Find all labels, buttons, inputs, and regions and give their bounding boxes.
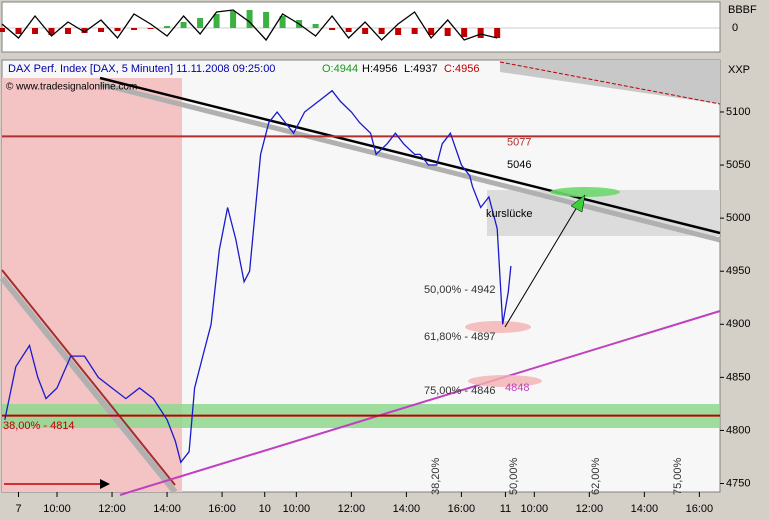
histogram-bar — [345, 28, 352, 32]
histogram-bar — [15, 28, 22, 34]
ohlc-close: C:4956 — [444, 63, 479, 75]
marker — [550, 187, 620, 197]
x-tick-label: 14:00 — [393, 503, 421, 515]
trend-line — [119, 310, 721, 496]
x-tick-label: 14:00 — [631, 503, 659, 515]
histogram-bar — [312, 24, 319, 28]
annotation: 4848 — [505, 382, 529, 394]
histogram-bar — [65, 28, 72, 34]
marker — [465, 321, 531, 333]
annotation: 5046 — [507, 159, 531, 171]
y-tick-label: 0 — [732, 22, 738, 34]
chart-title: DAX Perf. Index [DAX, 5 Minuten] 11.11.2… — [8, 63, 275, 75]
annotation: 75,00% - 4846 — [424, 385, 496, 397]
fib-label: 38,20% — [430, 457, 442, 495]
trend-shadow — [0, 276, 178, 494]
histogram-bar — [147, 28, 154, 29]
arrow-head — [100, 479, 110, 489]
x-tick-label: 12:00 — [338, 503, 366, 515]
histogram-bar — [131, 28, 138, 30]
x-tick-label: 11 — [500, 503, 511, 515]
arrow — [504, 201, 581, 328]
y-tick-label: 5050 — [726, 159, 750, 171]
y-tick-label: 5100 — [726, 106, 750, 118]
resistance-band — [500, 60, 720, 104]
y-tick-label: 5000 — [726, 212, 750, 224]
x-tick-label: 7 — [15, 503, 21, 515]
x-tick-label: 10:00 — [283, 503, 311, 515]
y-tick-label: 4800 — [726, 424, 750, 436]
fib-label: 50,00% — [508, 457, 520, 495]
histogram-bar — [164, 26, 171, 28]
trend-shadow — [99, 81, 721, 243]
fib-label: 62,00% — [590, 457, 602, 495]
histogram-bar — [213, 14, 220, 28]
annotation: kurslücke — [486, 208, 532, 220]
oscillator-line — [1, 9, 498, 42]
histogram-bar — [230, 11, 237, 28]
histogram-bar — [428, 28, 435, 35]
price-line — [4, 89, 512, 464]
x-tick-label: 12:00 — [576, 503, 604, 515]
x-tick-label: 14:00 — [153, 503, 181, 515]
y-tick-label: 4900 — [726, 318, 750, 330]
y-axis-label: XXP — [728, 64, 750, 76]
annotation: 50,00% - 4942 — [424, 284, 496, 296]
histogram-bar — [0, 28, 5, 32]
x-tick-label: 12:00 — [98, 503, 126, 515]
ohlc-low: L:4937 — [404, 63, 438, 75]
x-tick-label: 10 — [259, 503, 271, 515]
fib-label: 75,00% — [672, 457, 684, 495]
arrow-head — [570, 194, 586, 213]
histogram-bar — [32, 28, 39, 34]
histogram-bar — [48, 28, 55, 35]
plot-layer: 4750 4800 4850 4900 4950 5000 5050 5100 7 10:00 12… — [0, 9, 750, 515]
histogram-bar — [114, 28, 121, 31]
trend-line — [99, 76, 721, 235]
histogram-bar — [444, 28, 451, 36]
source: © www.tradesignalonline.com — [6, 82, 137, 93]
x-tick-label: 10:00 — [43, 503, 71, 515]
level-label: 5077 — [507, 136, 531, 148]
ohlc-open: O:4944 — [322, 63, 358, 75]
indicator-title: BBBF — [728, 4, 757, 16]
x-tick-label: 10:00 — [521, 503, 549, 515]
histogram-bar — [279, 16, 286, 28]
histogram-bar — [329, 28, 336, 30]
x-tick-label: 16:00 — [686, 503, 714, 515]
trend-line — [1, 269, 176, 486]
y-tick-label: 4850 — [726, 371, 750, 383]
marker — [468, 375, 542, 387]
histogram-bar — [362, 28, 369, 34]
y-tick-label: 4750 — [726, 477, 750, 489]
histogram-bar — [461, 28, 468, 37]
ohlc-high: H:4956 — [362, 63, 397, 75]
histogram-bar — [197, 18, 204, 28]
trend-line — [499, 61, 721, 105]
histogram-bar — [263, 12, 270, 28]
histogram-bar — [98, 28, 105, 32]
y-tick-label: 4950 — [726, 265, 750, 277]
histogram-bar — [180, 22, 187, 28]
histogram-bar — [378, 28, 385, 34]
histogram-bar — [246, 10, 253, 28]
histogram-bar — [81, 28, 88, 33]
x-tick-label: 16:00 — [208, 503, 236, 515]
histogram-bar — [395, 28, 402, 35]
histogram-bar — [411, 28, 418, 34]
indicator-panel — [1, 1, 721, 53]
x-tick-label: 16:00 — [448, 503, 476, 515]
annotation: 38,00% - 4814 — [3, 420, 75, 432]
histogram-bar — [477, 28, 484, 38]
annotation: 61,80% - 4897 — [424, 331, 496, 343]
histogram-bar — [494, 28, 501, 38]
